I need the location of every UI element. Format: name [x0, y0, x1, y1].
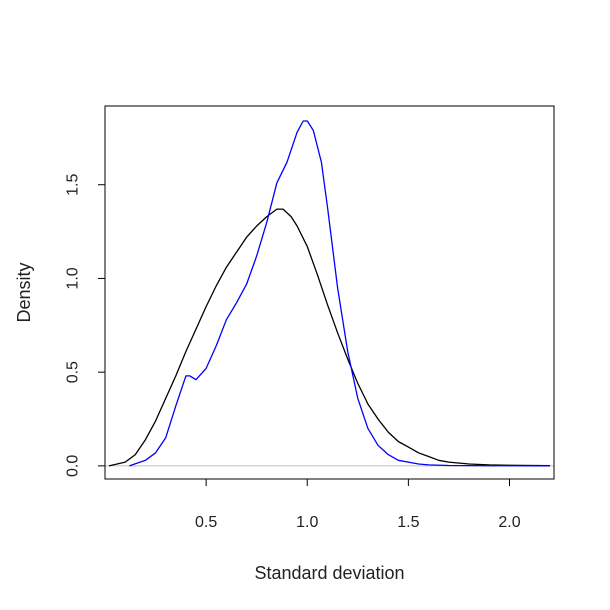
x-axis: 0.5 1.0 1.5 2.0	[195, 479, 521, 531]
y-tick-label: 0.0	[65, 455, 82, 477]
y-axis-title: Density	[14, 262, 34, 322]
x-tick-label: 1.5	[397, 514, 419, 531]
x-tick-label: 0.5	[195, 514, 217, 531]
x-axis-title: Standard deviation	[254, 563, 404, 583]
x-tick-label: 1.0	[296, 514, 318, 531]
y-tick-label: 1.5	[65, 174, 82, 196]
plot-frame	[104, 105, 555, 480]
density-series-1	[108, 208, 551, 467]
y-tick-label: 0.5	[65, 361, 82, 383]
x-tick-label: 2.0	[498, 514, 520, 531]
density-series-2	[129, 120, 551, 467]
y-axis: 0.0 0.5 1.0 1.5	[65, 174, 105, 477]
y-tick-label: 1.0	[65, 267, 82, 289]
